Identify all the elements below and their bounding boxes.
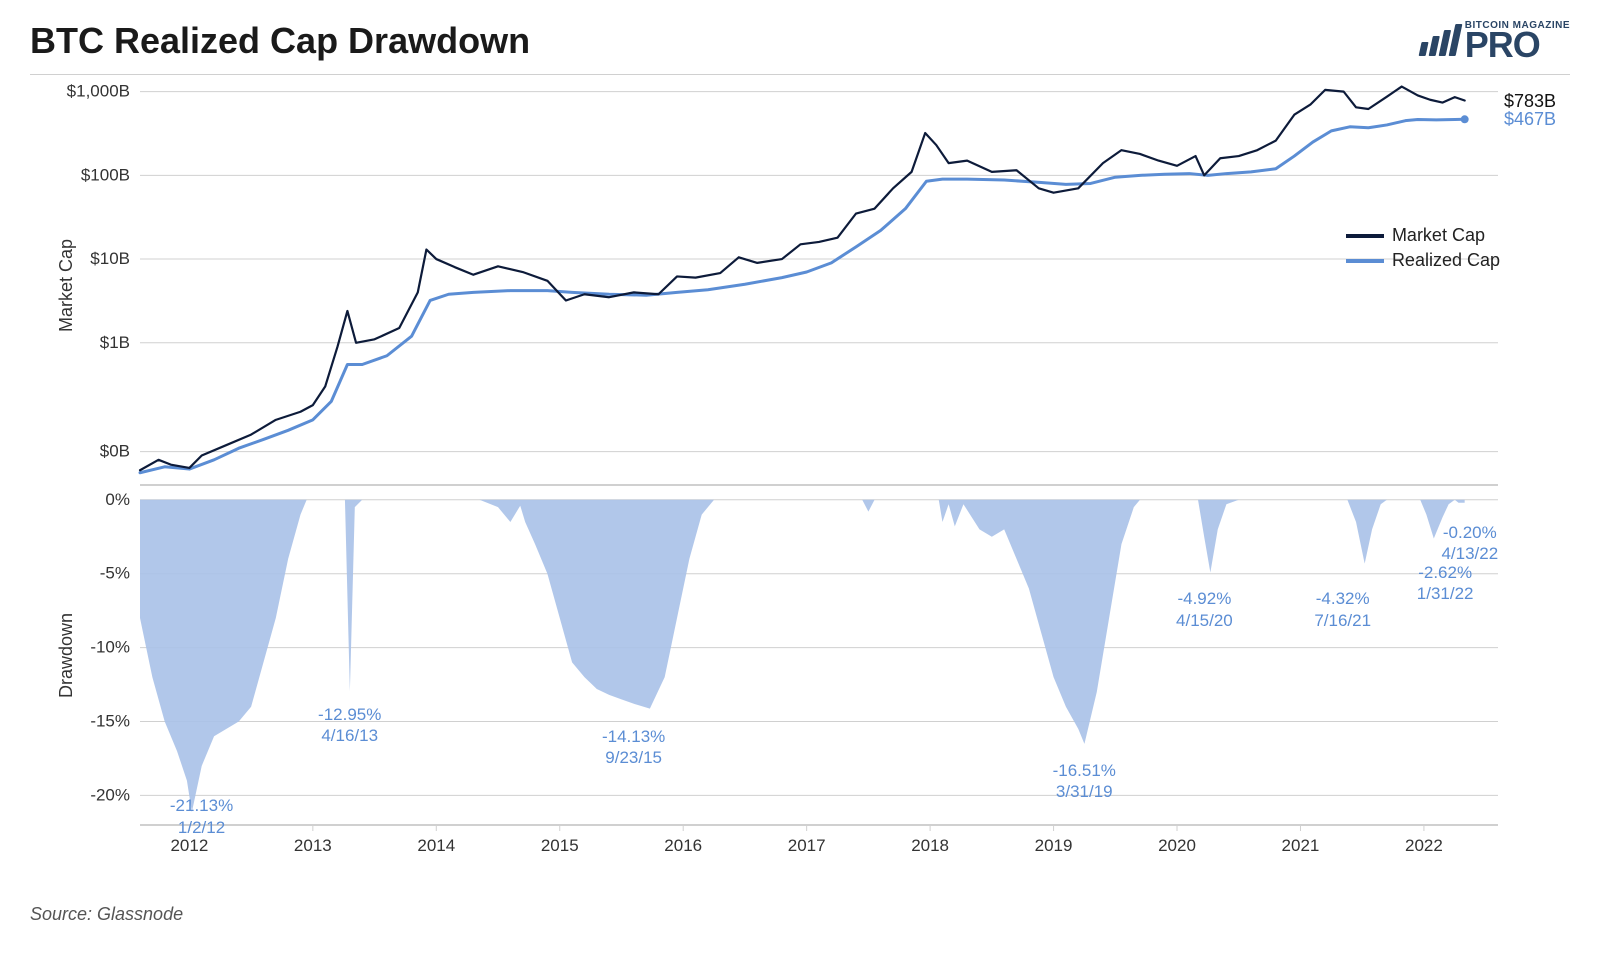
svg-text:$1,000B: $1,000B [67,82,130,101]
y-axis-label-top: Market Cap [56,239,77,332]
logo-bars-icon [1418,24,1462,56]
y-axis-label-bottom: Drawdown [56,613,77,698]
svg-text:2016: 2016 [664,836,702,855]
legend: Market Cap Realized Cap [1346,225,1500,275]
svg-text:$0B: $0B [100,442,130,461]
svg-text:-5%: -5% [100,564,130,583]
svg-text:2015: 2015 [541,836,579,855]
svg-text:-20%: -20% [90,785,130,804]
svg-text:0%: 0% [105,490,130,509]
drawdown-annotation: -12.95%4/16/13 [318,704,381,747]
svg-text:$100B: $100B [81,165,130,184]
svg-text:-15%: -15% [90,712,130,731]
drawdown-annotation: -2.62%1/31/22 [1417,562,1474,605]
logo: BITCOIN MAGAZINE PRO [1422,20,1570,60]
svg-text:2013: 2013 [294,836,332,855]
end-value-label: $467B [1504,109,1556,130]
logo-main: PRO [1465,31,1570,60]
svg-text:2018: 2018 [911,836,949,855]
drawdown-annotation: -4.32%7/16/21 [1314,588,1371,631]
chart-container: $0B $1B $10B $100B $1,000B 0% -5% -10% -15% -20% 2… [30,74,1570,894]
svg-text:2020: 2020 [1158,836,1196,855]
legend-label: Realized Cap [1392,250,1500,271]
drawdown-annotation: -14.13%9/23/15 [602,726,665,769]
chart-svg: $0B $1B $10B $100B $1,000B 0% -5% -10% -15% -20% 2… [30,75,1570,895]
svg-text:2012: 2012 [170,836,208,855]
drawdown-annotation: -21.13%1/2/12 [170,795,233,838]
svg-text:$10B: $10B [90,249,130,268]
header: BTC Realized Cap Drawdown BITCOIN MAGAZI… [30,20,1570,62]
drawdown-annotation: -16.51%3/31/19 [1053,760,1116,803]
legend-item: Market Cap [1346,225,1500,246]
svg-text:$1B: $1B [100,333,130,352]
svg-text:2014: 2014 [417,836,455,855]
svg-text:-10%: -10% [90,638,130,657]
svg-text:2021: 2021 [1282,836,1320,855]
drawdown-annotation: -4.92%4/15/20 [1176,588,1233,631]
legend-item: Realized Cap [1346,250,1500,271]
svg-text:2022: 2022 [1405,836,1443,855]
chart-title: BTC Realized Cap Drawdown [30,20,530,62]
legend-label: Market Cap [1392,225,1485,246]
svg-text:2017: 2017 [788,836,826,855]
svg-text:2019: 2019 [1035,836,1073,855]
drawdown-annotation: -0.20%4/13/22 [1441,522,1498,565]
source-text: Source: Glassnode [30,904,1570,925]
